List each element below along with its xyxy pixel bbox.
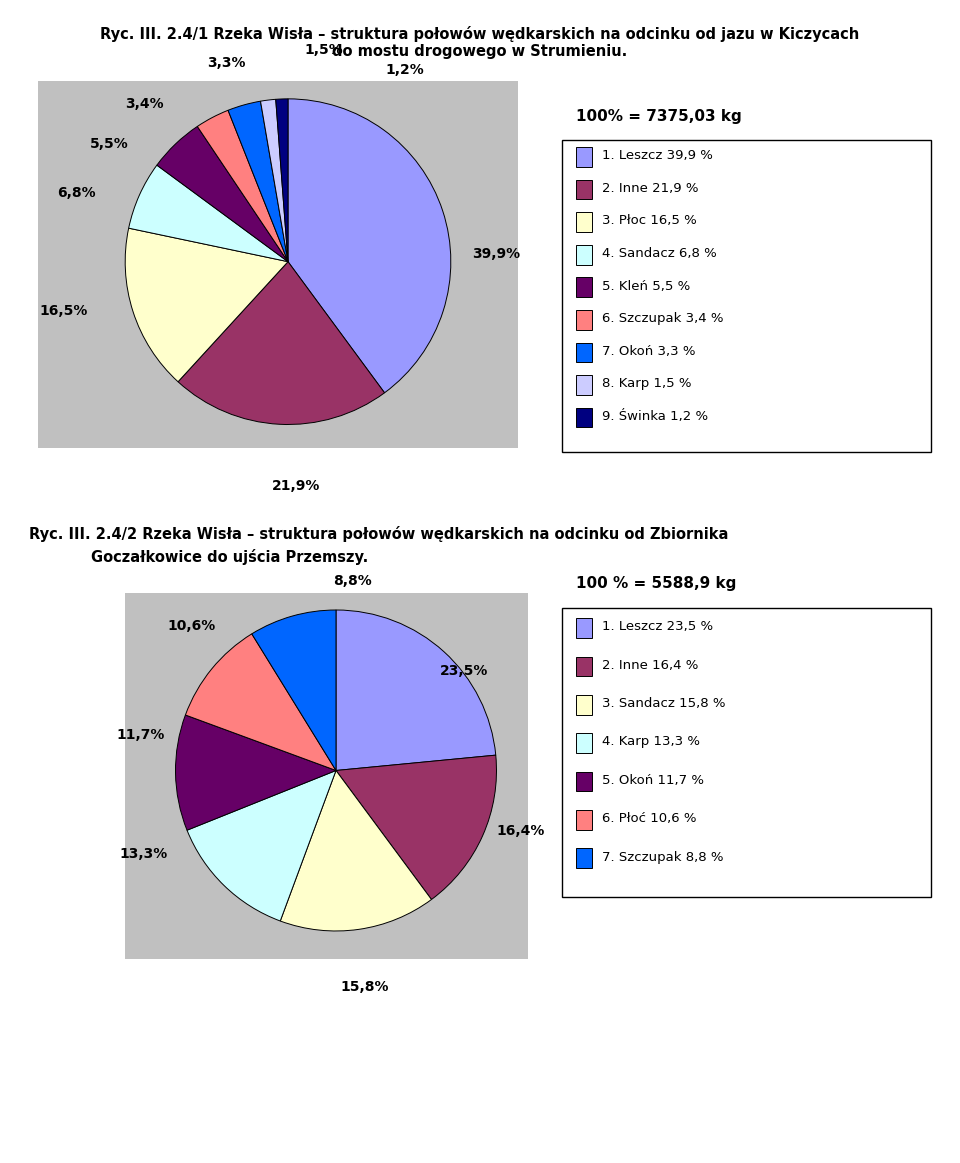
- Wedge shape: [280, 770, 431, 930]
- Text: 10,6%: 10,6%: [167, 619, 216, 633]
- Wedge shape: [252, 609, 336, 770]
- Text: 23,5%: 23,5%: [441, 664, 489, 678]
- Wedge shape: [176, 715, 336, 830]
- Text: Ryc. III. 2.4/1 Rzeka Wisła – struktura połowów wędkarskich na odcinku od jazu w: Ryc. III. 2.4/1 Rzeka Wisła – struktura …: [101, 26, 859, 42]
- Text: 1. Leszcz 39,9 %: 1. Leszcz 39,9 %: [602, 149, 712, 163]
- Text: 13,3%: 13,3%: [119, 847, 168, 861]
- Text: 16,4%: 16,4%: [496, 825, 544, 839]
- Wedge shape: [336, 609, 495, 770]
- Text: 100% = 7375,03 kg: 100% = 7375,03 kg: [576, 109, 742, 123]
- Text: 6. Płoć 10,6 %: 6. Płoć 10,6 %: [602, 812, 696, 826]
- Text: 5. Okoń 11,7 %: 5. Okoń 11,7 %: [602, 773, 704, 787]
- Wedge shape: [336, 755, 496, 899]
- Wedge shape: [187, 770, 336, 921]
- Text: 6,8%: 6,8%: [57, 186, 96, 200]
- Text: 6. Szczupak 3,4 %: 6. Szczupak 3,4 %: [602, 312, 724, 326]
- Text: 4. Karp 13,3 %: 4. Karp 13,3 %: [602, 735, 700, 749]
- Text: 5,5%: 5,5%: [89, 137, 129, 151]
- Text: 100 % = 5588,9 kg: 100 % = 5588,9 kg: [576, 577, 736, 591]
- Text: 4. Sandacz 6,8 %: 4. Sandacz 6,8 %: [602, 247, 717, 261]
- Text: 9. Świnka 1,2 %: 9. Świnka 1,2 %: [602, 409, 708, 423]
- Text: 7. Szczupak 8,8 %: 7. Szczupak 8,8 %: [602, 850, 724, 864]
- Wedge shape: [260, 99, 288, 262]
- Text: 1,2%: 1,2%: [386, 63, 424, 77]
- Text: 8,8%: 8,8%: [333, 575, 372, 588]
- Text: 11,7%: 11,7%: [116, 728, 164, 742]
- Text: 15,8%: 15,8%: [341, 980, 389, 994]
- Text: 3,3%: 3,3%: [206, 56, 246, 70]
- Text: 1,5%: 1,5%: [304, 43, 343, 57]
- Wedge shape: [156, 127, 288, 262]
- Text: 3. Sandacz 15,8 %: 3. Sandacz 15,8 %: [602, 697, 726, 711]
- Wedge shape: [198, 110, 288, 262]
- Text: do mostu drogowego w Strumieniu.: do mostu drogowego w Strumieniu.: [332, 44, 628, 59]
- Text: 2. Inne 21,9 %: 2. Inne 21,9 %: [602, 181, 699, 195]
- Text: Ryc. III. 2.4/2 Rzeka Wisła – struktura połowów wędkarskich na odcinku od Zbiorn: Ryc. III. 2.4/2 Rzeka Wisła – struktura …: [29, 526, 729, 542]
- Wedge shape: [288, 99, 451, 393]
- Wedge shape: [125, 228, 288, 381]
- Wedge shape: [178, 262, 385, 424]
- Text: 5. Kleń 5,5 %: 5. Kleń 5,5 %: [602, 279, 690, 293]
- Text: 8. Karp 1,5 %: 8. Karp 1,5 %: [602, 377, 691, 391]
- Wedge shape: [185, 634, 336, 770]
- Wedge shape: [129, 165, 288, 262]
- Text: Goczałkowice do ujścia Przemszy.: Goczałkowice do ujścia Przemszy.: [91, 549, 369, 565]
- Text: 1. Leszcz 23,5 %: 1. Leszcz 23,5 %: [602, 620, 713, 634]
- Wedge shape: [228, 101, 288, 262]
- Text: 21,9%: 21,9%: [272, 479, 321, 493]
- Text: 3,4%: 3,4%: [126, 97, 164, 110]
- Text: 3. Płoc 16,5 %: 3. Płoc 16,5 %: [602, 214, 697, 228]
- Wedge shape: [276, 99, 288, 262]
- Text: 16,5%: 16,5%: [39, 304, 87, 317]
- Text: 39,9%: 39,9%: [472, 247, 520, 261]
- Text: 7. Okoń 3,3 %: 7. Okoń 3,3 %: [602, 344, 695, 358]
- Text: 2. Inne 16,4 %: 2. Inne 16,4 %: [602, 658, 698, 672]
